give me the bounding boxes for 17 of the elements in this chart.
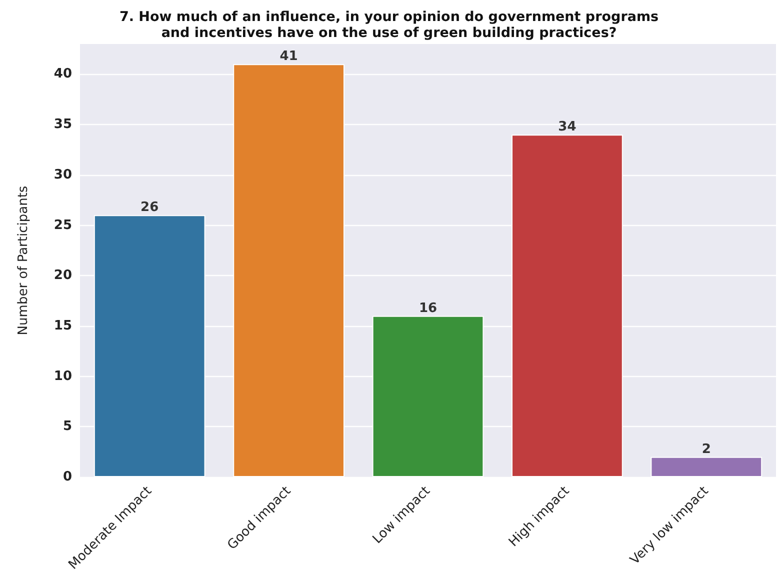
y-tick-label: 35 [54,117,72,132]
data-label: 41 [280,49,298,64]
y-tick-label: 10 [54,368,72,384]
data-label: 26 [140,200,159,216]
y-tick-label: 25 [54,218,72,233]
data-label: 34 [558,120,576,135]
y-tick-label: 40 [54,66,72,82]
y-tick-label: 5 [62,419,72,434]
bar [650,456,762,477]
y-tick-label: 15 [54,318,72,334]
y-tick-label: 0 [62,470,72,484]
data-label: 2 [702,442,711,457]
y-axis-title: Number of Participants [16,186,31,336]
chart-title: 7. How much of an influence, in your opinion do government programs and incentives have on the use of green building practices? [119,9,659,41]
y-tick-label: 30 [54,167,72,182]
data-label: 16 [418,300,438,316]
y-tick-label: 20 [54,268,72,284]
